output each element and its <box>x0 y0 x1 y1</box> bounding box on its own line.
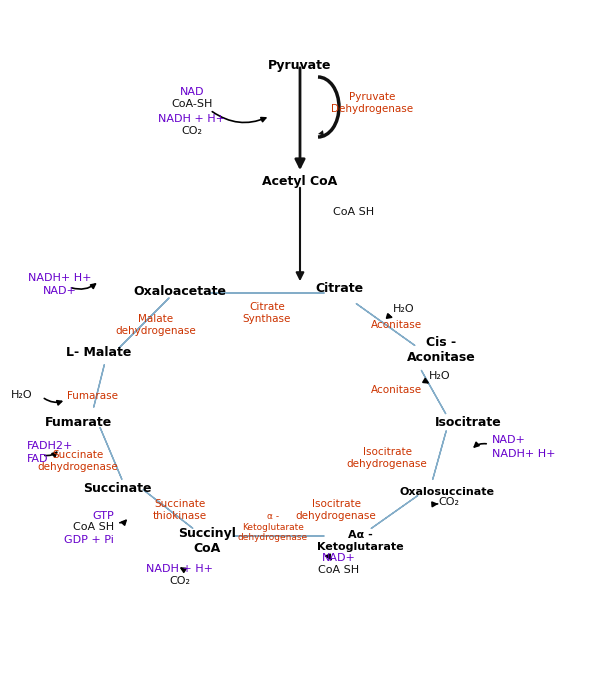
Text: Isocitrate
dehydrogenase: Isocitrate dehydrogenase <box>296 500 376 521</box>
FancyArrowPatch shape <box>94 364 104 407</box>
Text: Oxalosuccinate: Oxalosuccinate <box>400 487 494 497</box>
FancyArrowPatch shape <box>356 303 415 346</box>
Text: Malate
dehydrogenase: Malate dehydrogenase <box>116 314 196 336</box>
Text: H₂O: H₂O <box>429 371 451 381</box>
Text: FADH2+: FADH2+ <box>27 441 73 451</box>
Text: Citrate
Synthase: Citrate Synthase <box>243 302 291 323</box>
Text: NAD+: NAD+ <box>322 553 356 564</box>
Text: Isocitrate
dehydrogenase: Isocitrate dehydrogenase <box>347 447 427 469</box>
Text: Citrate: Citrate <box>315 282 363 296</box>
Text: H₂O: H₂O <box>393 304 415 314</box>
FancyArrowPatch shape <box>433 431 446 480</box>
Text: GTP: GTP <box>92 511 114 521</box>
Text: CoA-SH: CoA-SH <box>172 99 212 109</box>
Text: NADH+ H+: NADH+ H+ <box>492 449 556 459</box>
FancyArrowPatch shape <box>371 496 418 528</box>
Text: CO₂: CO₂ <box>438 497 459 507</box>
Text: CoA SH: CoA SH <box>319 565 359 575</box>
Text: Succinate
thiokinase: Succinate thiokinase <box>153 500 207 521</box>
Text: Fumarase: Fumarase <box>67 391 119 401</box>
Text: NADH+ H+: NADH+ H+ <box>28 273 92 283</box>
Text: FAD: FAD <box>27 454 49 464</box>
Text: L- Malate: L- Malate <box>67 346 131 359</box>
Text: Pyruvate: Pyruvate <box>268 58 332 71</box>
FancyArrowPatch shape <box>143 490 193 528</box>
Text: Aconitase: Aconitase <box>370 320 422 330</box>
Text: Aconitase: Aconitase <box>370 385 422 395</box>
Text: CO₂: CO₂ <box>170 576 191 586</box>
Text: Succinate
dehydrogenase: Succinate dehydrogenase <box>38 450 118 472</box>
Text: Pyruvate
Dehydrogenase: Pyruvate Dehydrogenase <box>331 92 413 114</box>
FancyArrowPatch shape <box>100 428 122 480</box>
Text: NADH + H+: NADH + H+ <box>146 564 214 574</box>
Text: α -
Ketoglutarate
dehydrogenase: α - Ketoglutarate dehydrogenase <box>238 512 308 541</box>
Text: Aα -
Ketoglutarate: Aα - Ketoglutarate <box>317 530 403 552</box>
FancyArrowPatch shape <box>421 371 446 414</box>
Text: CO₂: CO₂ <box>182 126 203 136</box>
Text: NAD+: NAD+ <box>43 286 77 296</box>
Text: Succinyl
CoA: Succinyl CoA <box>178 527 236 555</box>
Text: NADH + H+: NADH + H+ <box>158 114 226 124</box>
Text: Oxaloacetate: Oxaloacetate <box>133 285 227 298</box>
FancyArrowPatch shape <box>119 298 169 348</box>
Text: Isocitrate: Isocitrate <box>434 416 502 428</box>
Text: H₂O: H₂O <box>11 390 33 400</box>
Text: Acetyl CoA: Acetyl CoA <box>262 176 338 189</box>
Text: Cis -
Aconitase: Cis - Aconitase <box>407 336 475 364</box>
Text: Fumarate: Fumarate <box>44 416 112 428</box>
Text: CoA SH: CoA SH <box>73 522 114 532</box>
Text: NAD: NAD <box>180 87 204 97</box>
Text: Succinate: Succinate <box>83 482 151 495</box>
Text: CoA SH: CoA SH <box>333 207 374 217</box>
Text: GDP + Pi: GDP + Pi <box>64 535 114 545</box>
Text: NAD+: NAD+ <box>492 435 526 445</box>
